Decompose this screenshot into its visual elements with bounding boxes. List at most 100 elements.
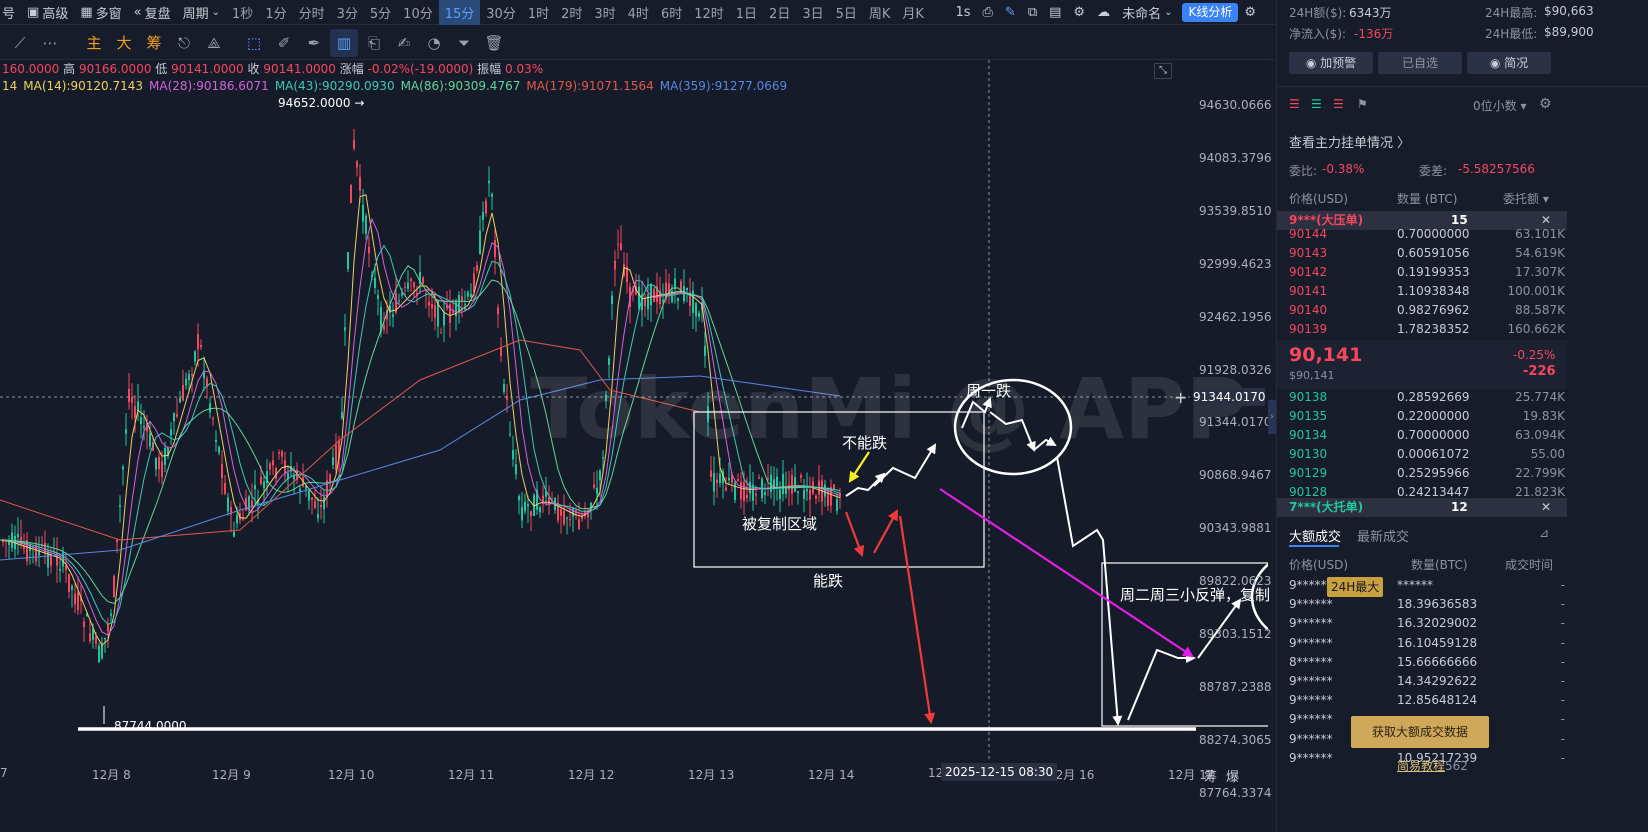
ruler-icon[interactable]: ⟁ bbox=[207, 33, 221, 52]
period-7[interactable]: 30分 bbox=[486, 6, 516, 22]
replay-button[interactable]: «复盘 bbox=[128, 0, 177, 25]
period-dropdown[interactable]: 周期 ⌄ bbox=[177, 0, 226, 25]
period-4[interactable]: 5分 bbox=[369, 6, 392, 22]
candle-body bbox=[581, 515, 583, 520]
period-1[interactable]: 1分 bbox=[265, 6, 287, 22]
camera-icon[interactable]: ⎙ bbox=[982, 4, 993, 20]
close-icon[interactable]: ✕ bbox=[1541, 213, 1552, 227]
trade-price: 9****** bbox=[1289, 693, 1333, 708]
period-8[interactable]: 1时 bbox=[527, 6, 550, 22]
tab-big-trades[interactable]: 大额成交 bbox=[1289, 530, 1342, 545]
period-17[interactable]: 5日 bbox=[835, 6, 857, 22]
asks-price: 90143 bbox=[1289, 246, 1328, 260]
layout-name-dropdown[interactable]: 未命名 ⌄ bbox=[1116, 0, 1178, 25]
k-analysis-button[interactable]: K线分析 bbox=[1182, 2, 1239, 22]
asks-row[interactable]: 90144 0.70000000 63.101K bbox=[1289, 225, 1565, 244]
summary-button[interactable]: ◉ 简况 bbox=[1467, 52, 1551, 74]
chips-button[interactable]: 筹 bbox=[146, 34, 162, 52]
candle-body bbox=[332, 457, 334, 465]
period-0[interactable]: 1秒 bbox=[232, 6, 254, 22]
candle-body bbox=[314, 500, 316, 508]
main-indicator-button[interactable]: 主 bbox=[86, 34, 102, 52]
bids-row[interactable]: 90130 0.00061072 55.00 bbox=[1289, 445, 1565, 464]
candle-body bbox=[362, 204, 364, 222]
period-14[interactable]: 1日 bbox=[735, 6, 758, 22]
settings-icon[interactable]: ⚙ bbox=[1244, 4, 1256, 20]
candle-body bbox=[233, 531, 235, 537]
period-18[interactable]: 周K bbox=[868, 6, 891, 22]
multi-window-button[interactable]: ▦ 多窗 bbox=[74, 0, 127, 25]
bids-row[interactable]: 90129 0.25295966 22.799K bbox=[1289, 464, 1565, 483]
advanced-button[interactable]: ▣ 高级 bbox=[21, 0, 74, 25]
period-2[interactable]: 分时 bbox=[298, 6, 325, 22]
filter-icon[interactable]: ⏷ bbox=[457, 33, 470, 52]
settings-icon[interactable]: ⚙ bbox=[1539, 96, 1552, 112]
bids-row[interactable]: 90134 0.70000000 63.094K bbox=[1289, 426, 1565, 445]
col-amount[interactable]: 委托额 ▾ bbox=[1503, 190, 1549, 207]
orderbook-both-icon[interactable]: ☰ bbox=[1289, 97, 1300, 111]
candle-body bbox=[464, 304, 466, 306]
period-6[interactable]: 15分 bbox=[438, 0, 481, 25]
trendline-icon[interactable]: ⟋ bbox=[14, 33, 26, 52]
interval-1s[interactable]: 1s bbox=[955, 4, 971, 20]
period-12[interactable]: 6时 bbox=[660, 6, 683, 22]
period-11[interactable]: 4时 bbox=[627, 6, 649, 22]
select-icon[interactable]: ⬚ bbox=[246, 33, 262, 52]
toolbar-left-cut[interactable]: 号 bbox=[0, 0, 21, 25]
decimals-dropdown[interactable]: 0位小数 ▾ bbox=[1473, 97, 1526, 114]
collapse-panel-handle[interactable]: › bbox=[1268, 400, 1276, 434]
orderbook-asks-icon[interactable]: ☰ bbox=[1333, 97, 1344, 111]
candle-body bbox=[536, 489, 538, 510]
chart-icon[interactable]: ⊿ bbox=[1539, 526, 1550, 540]
period-3[interactable]: 3分 bbox=[336, 6, 358, 22]
get-big-trades-button[interactable]: 获取大额成交数据 bbox=[1351, 716, 1489, 748]
favorite-button[interactable]: 已自选 bbox=[1378, 52, 1462, 74]
trade-time: - bbox=[1560, 616, 1565, 631]
main-orders-link[interactable]: 查看主力挂单情况 〉 bbox=[1289, 136, 1411, 151]
period-10[interactable]: 3时 bbox=[594, 6, 616, 22]
period-9[interactable]: 2时 bbox=[561, 6, 583, 22]
expand-icon[interactable]: ⧉ bbox=[1027, 4, 1038, 20]
trash-icon[interactable]: 🗑 bbox=[484, 33, 504, 52]
bids-row[interactable]: 90128 0.24213447 21.823K bbox=[1289, 483, 1565, 502]
bids-row[interactable]: 90138 0.28592669 25.774K bbox=[1289, 388, 1565, 407]
period-13[interactable]: 12时 bbox=[694, 6, 724, 22]
gear-icon[interactable]: ⚙ bbox=[1073, 4, 1086, 20]
fullscreen-icon[interactable]: ⤡ bbox=[1154, 63, 1172, 79]
brush-icon[interactable]: ✐ bbox=[277, 33, 291, 52]
add-alert-button[interactable]: ◉ 加预警 bbox=[1289, 52, 1373, 74]
close-icon[interactable]: ✕ bbox=[1541, 500, 1552, 514]
candle-type-icon[interactable]: ▥ bbox=[330, 28, 358, 57]
time-tick-7: 12月 14 bbox=[808, 768, 855, 782]
period-5[interactable]: 10分 bbox=[403, 6, 433, 22]
flag-icon[interactable]: ⚑ bbox=[1357, 97, 1368, 111]
asks-qty: 0.19199353 bbox=[1397, 265, 1470, 279]
cloud-icon[interactable]: ☁ bbox=[1097, 4, 1111, 20]
asks-row[interactable]: 90142 0.19199353 17.307K bbox=[1289, 263, 1565, 282]
chip-corner-label[interactable]: 筹 bbox=[1204, 770, 1218, 785]
pencil-icon[interactable]: ✎ bbox=[1004, 4, 1016, 20]
more-icon[interactable]: ⋯ bbox=[42, 33, 58, 52]
asks-row[interactable]: 90141 1.10938348 100.001K bbox=[1289, 282, 1565, 301]
candle-body bbox=[290, 466, 292, 472]
period-16[interactable]: 3日 bbox=[802, 6, 824, 22]
kline-chart[interactable]: 160.0000 高 90166.0000 低 90141.0000 收 901… bbox=[0, 60, 1276, 832]
period-15[interactable]: 2日 bbox=[769, 6, 791, 22]
asks-row[interactable]: 90143 0.60591056 54.619K bbox=[1289, 244, 1565, 263]
watermark: TokenMi @ APP bbox=[530, 360, 1248, 458]
period-19[interactable]: 月K bbox=[902, 6, 924, 22]
clipboard-icon[interactable]: ⎗ bbox=[367, 33, 380, 52]
tab-latest-trades[interactable]: 最新成交 bbox=[1357, 530, 1410, 545]
tutorial-link[interactable]: 简易教程562 bbox=[1397, 757, 1468, 774]
burst-corner-label[interactable]: 爆 bbox=[1226, 770, 1240, 785]
pen-icon[interactable]: ✒ bbox=[307, 33, 321, 52]
draw-tool-icon[interactable]: ⎋ bbox=[178, 33, 190, 52]
save-icon[interactable]: ▤ bbox=[1049, 4, 1062, 20]
orderbook-bids-icon[interactable]: ☰ bbox=[1311, 97, 1322, 111]
magnet-icon[interactable]: ◔ bbox=[427, 33, 441, 52]
note-icon[interactable]: ✍ bbox=[397, 33, 411, 52]
asks-row[interactable]: 90139 1.78238352 160.662K bbox=[1289, 320, 1565, 339]
big-order-button[interactable]: 大 bbox=[116, 34, 132, 52]
bids-row[interactable]: 90135 0.22000000 19.83K bbox=[1289, 407, 1565, 426]
asks-row[interactable]: 90140 0.98276962 88.587K bbox=[1289, 301, 1565, 320]
